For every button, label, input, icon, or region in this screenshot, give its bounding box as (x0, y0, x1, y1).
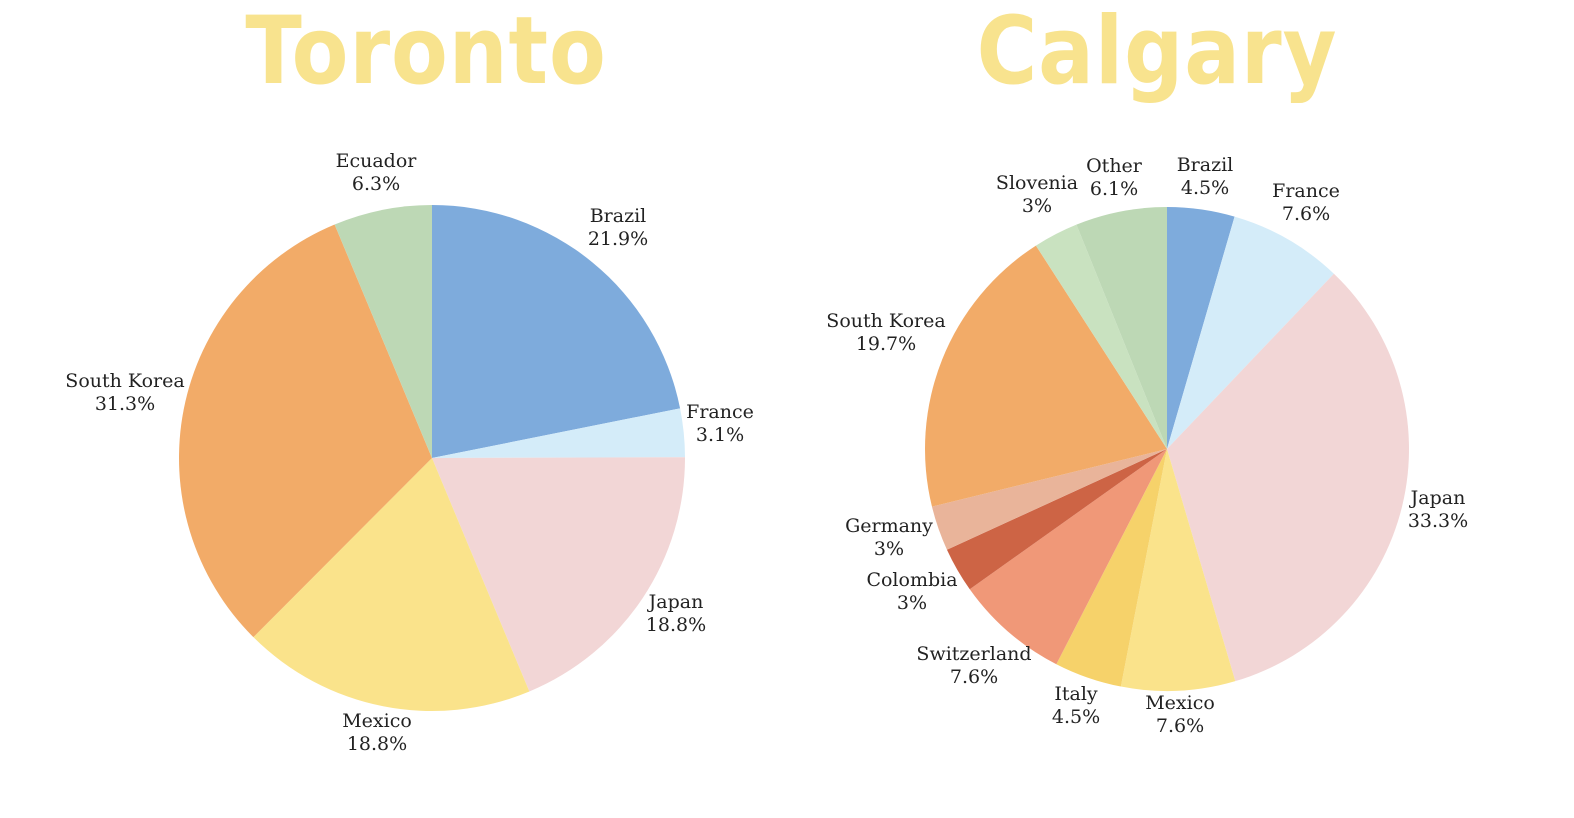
pie-slice-calgary-japan (1167, 273, 1409, 682)
slice-label-calgary-japan: Japan (1409, 487, 1466, 509)
pie-slice-toronto-ecuador (334, 205, 432, 458)
slice-value-toronto-brazil: 21.9% (588, 228, 648, 250)
slice-value-calgary-south-korea: 19.7% (856, 333, 916, 355)
slice-label-calgary-switzerland: Switzerland (916, 643, 1031, 665)
pie-slice-calgary-switzerland (969, 449, 1167, 665)
pie-slice-calgary-brazil (1167, 207, 1235, 449)
slice-value-calgary-slovenia: 3% (1022, 195, 1052, 217)
slice-label-toronto-mexico: Mexico (342, 710, 412, 732)
slice-label-toronto-south-korea: South Korea (65, 370, 184, 392)
pie-slice-toronto-brazil (432, 205, 681, 458)
pie-slice-calgary-italy (1056, 449, 1167, 687)
chart-title-calgary: Calgary (976, 0, 1338, 106)
slice-label-calgary-other: Other (1086, 155, 1143, 177)
pie-slice-calgary-south-korea (925, 245, 1167, 507)
pie-slice-calgary-other (1076, 207, 1167, 449)
pie-slice-toronto-south-korea (179, 224, 432, 638)
slice-value-toronto-south-korea: 31.3% (95, 393, 155, 415)
slice-label-calgary-colombia: Colombia (866, 569, 957, 591)
chart-title-toronto: Toronto (245, 0, 607, 106)
slice-value-calgary-mexico: 7.6% (1156, 715, 1204, 737)
slice-value-toronto-ecuador: 6.3% (352, 173, 400, 195)
slice-label-calgary-brazil: Brazil (1177, 154, 1234, 176)
slice-value-calgary-brazil: 4.5% (1181, 177, 1229, 199)
slice-value-calgary-france: 7.6% (1282, 203, 1330, 225)
slice-value-calgary-germany: 3% (874, 538, 904, 560)
slice-value-calgary-japan: 33.3% (1408, 510, 1468, 532)
slice-label-calgary-mexico: Mexico (1145, 692, 1215, 714)
pie-slice-toronto-france (432, 408, 685, 458)
slice-value-calgary-colombia: 3% (897, 592, 927, 614)
pie-slice-calgary-colombia (946, 449, 1167, 590)
slice-label-calgary-south-korea: South Korea (826, 310, 945, 332)
slice-value-toronto-japan: 18.8% (646, 614, 706, 636)
pie-slice-calgary-germany (931, 449, 1167, 550)
slice-label-calgary-france: France (1272, 180, 1340, 202)
slice-label-toronto-france: France (686, 401, 754, 423)
pie-slice-calgary-mexico (1120, 449, 1236, 691)
slice-value-toronto-france: 3.1% (696, 424, 744, 446)
slice-label-calgary-slovenia: Slovenia (996, 172, 1078, 194)
slice-label-calgary-germany: Germany (845, 515, 933, 537)
slice-value-calgary-other: 6.1% (1090, 178, 1138, 200)
slice-label-toronto-brazil: Brazil (590, 205, 647, 227)
pie-slice-calgary-slovenia (1035, 224, 1167, 449)
slice-value-toronto-mexico: 18.8% (347, 733, 407, 755)
pie-chart-toronto: Brazil21.9%France3.1%Japan18.8%Mexico18.… (65, 150, 754, 755)
pie-slice-toronto-mexico (253, 458, 530, 711)
slice-label-toronto-japan: Japan (647, 591, 704, 613)
slice-label-toronto-ecuador: Ecuador (336, 150, 418, 172)
pie-slice-calgary-france (1167, 216, 1334, 449)
slice-value-calgary-italy: 4.5% (1052, 706, 1100, 728)
slice-label-calgary-italy: Italy (1054, 683, 1098, 705)
slice-value-calgary-switzerland: 7.6% (950, 666, 998, 688)
pie-slice-toronto-japan (432, 457, 686, 692)
